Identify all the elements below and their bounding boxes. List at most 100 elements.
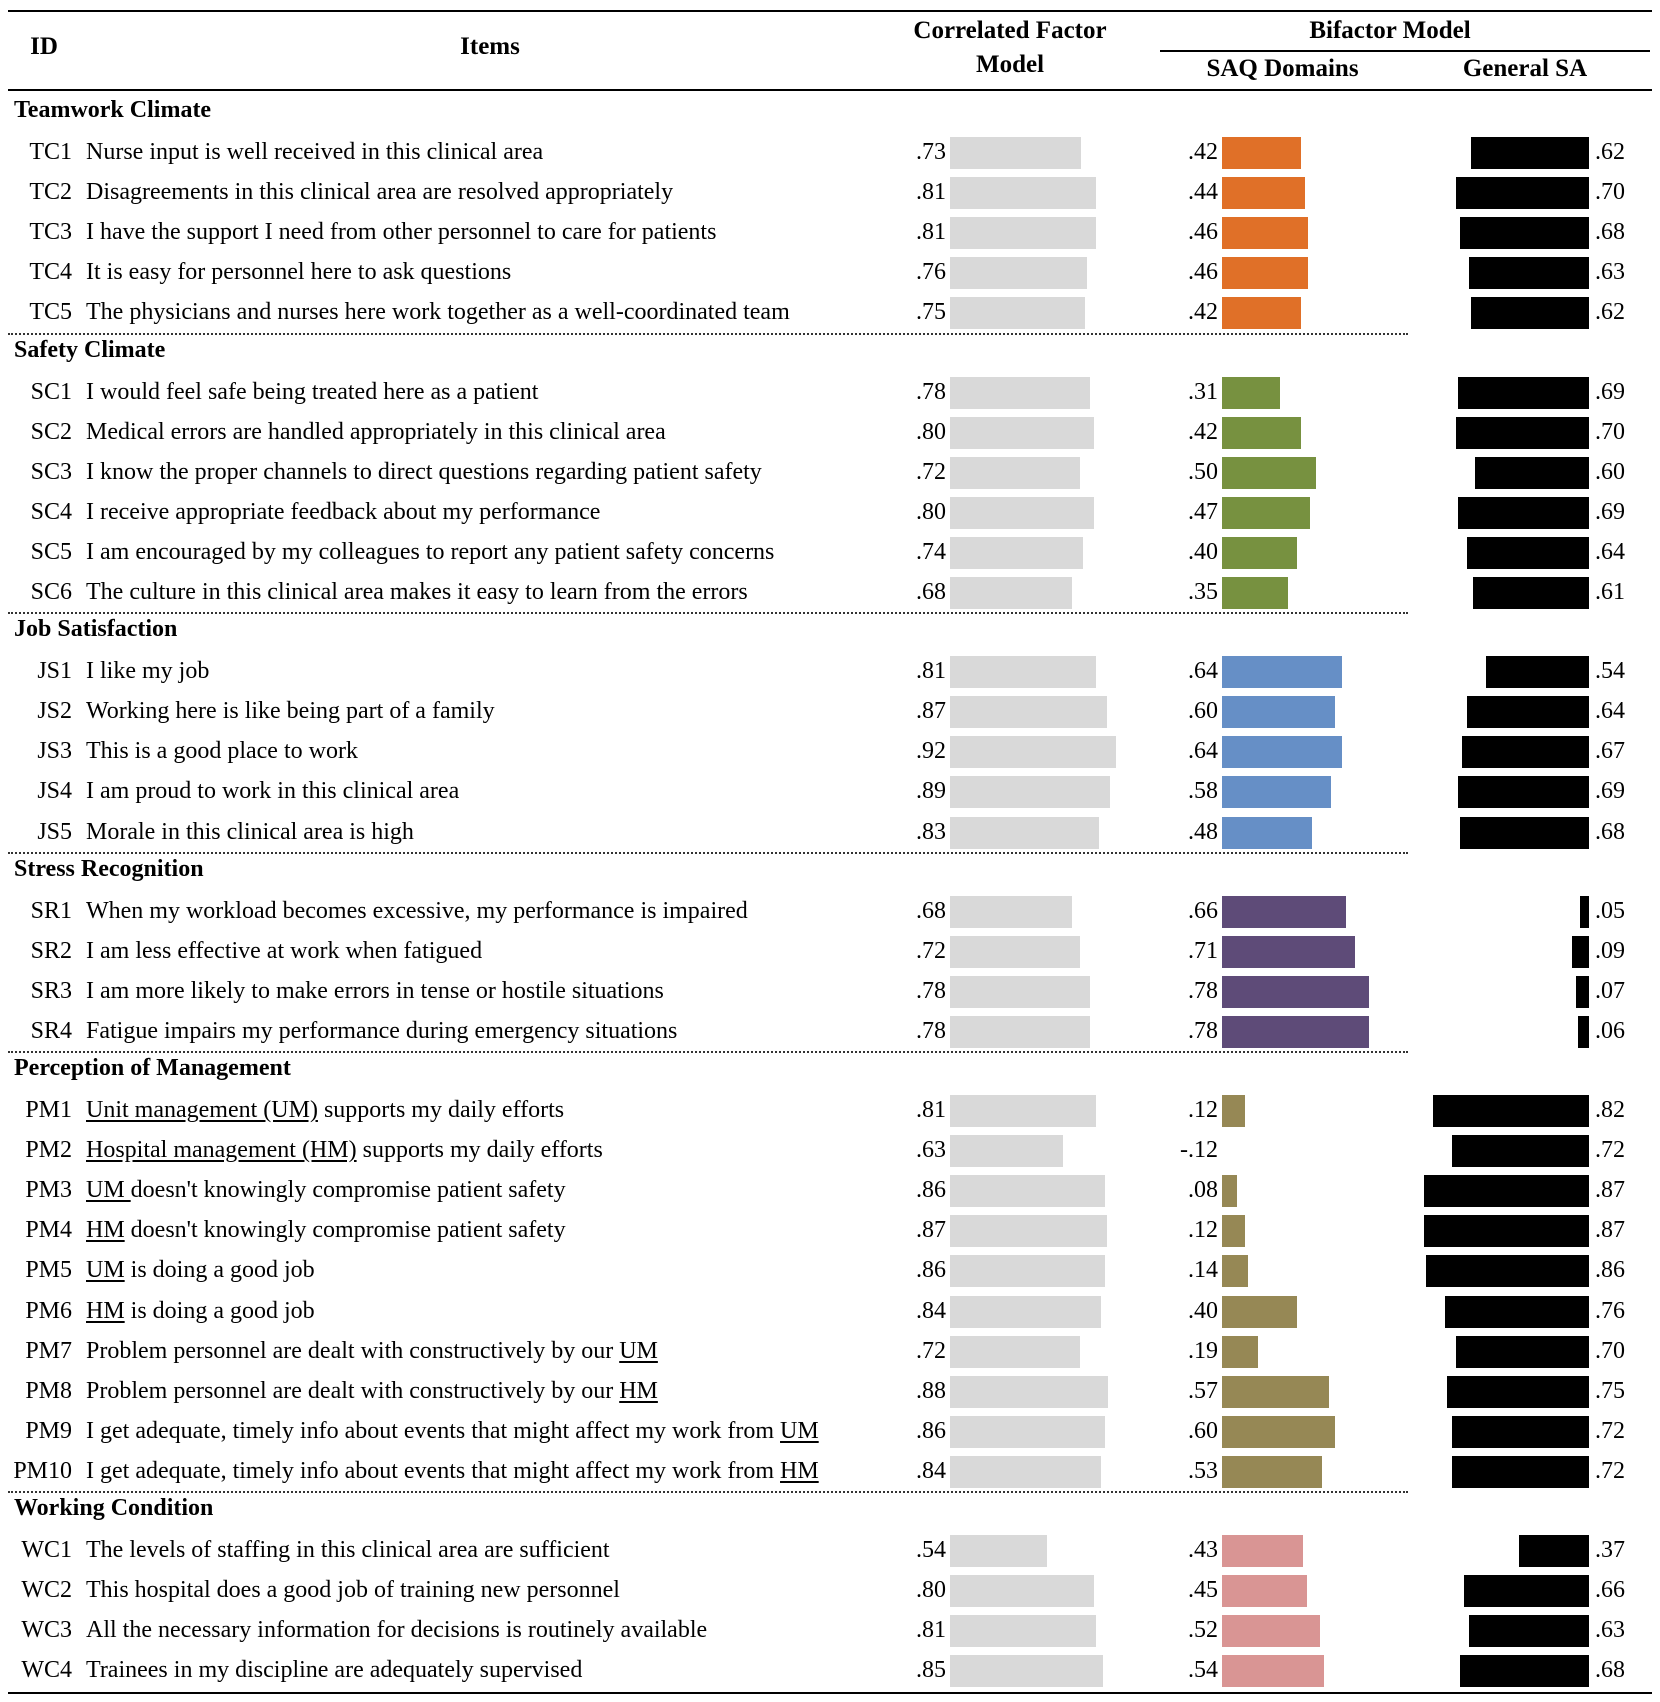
general-bar xyxy=(1452,1135,1589,1168)
item-id: SC6 xyxy=(30,579,72,605)
item-id: PM10 xyxy=(13,1457,72,1484)
general-value-label: .75 xyxy=(1595,1377,1625,1404)
cf-bar xyxy=(950,776,1111,809)
general-bar xyxy=(1459,816,1589,849)
general-value-label: .62 xyxy=(1595,299,1625,326)
header-general: General SA xyxy=(1462,55,1588,82)
saq-value-label: .58 xyxy=(1188,778,1218,805)
cf-value-label: .81 xyxy=(916,179,946,206)
cf-value-label: .74 xyxy=(916,538,946,565)
table-row: SC6 The culture in this clinical area mak… xyxy=(0,572,1660,612)
table-row: SR3 I am more likely to make errors in te… xyxy=(0,971,1660,1011)
cf-bar xyxy=(950,1455,1102,1488)
saq-value-label: .54 xyxy=(1188,1657,1218,1684)
item-id: PM5 xyxy=(25,1257,72,1284)
cf-bar xyxy=(950,577,1073,609)
cf-value-label: .86 xyxy=(916,1177,946,1204)
table-row: JS4 I am proud to work in this clinical a… xyxy=(0,771,1660,811)
saq-value-label: .19 xyxy=(1188,1337,1218,1364)
item-text: I am proud to work in this clinical area xyxy=(86,778,460,805)
cf-value-label: .81 xyxy=(916,1617,946,1644)
general-value-label: .68 xyxy=(1595,1657,1625,1684)
saq-bar xyxy=(1222,137,1301,169)
general-value-label: .63 xyxy=(1595,259,1625,286)
item-id: SR3 xyxy=(30,977,72,1004)
section-divider xyxy=(8,851,1408,854)
general-bar xyxy=(1475,456,1589,489)
table-row: WC3 All the necessary information for dec… xyxy=(0,1610,1660,1650)
item-text: All the necessary information for decisi… xyxy=(86,1617,708,1644)
cf-bar xyxy=(950,496,1094,529)
item-text: The levels of staffing in this clinical … xyxy=(86,1537,610,1563)
section-divider xyxy=(8,332,1408,335)
item-text: Working here is like being part of a fam… xyxy=(86,698,495,725)
table-row: PM1 Unit management (UM) supports my dail… xyxy=(0,1090,1660,1130)
item-id: PM1 xyxy=(25,1097,72,1123)
general-bar xyxy=(1469,1615,1589,1648)
saq-bar xyxy=(1222,736,1343,769)
saq-value-label: .43 xyxy=(1188,1537,1218,1563)
cf-value-label: .87 xyxy=(916,698,946,725)
table-row: TC1 Nurse input is well received in this … xyxy=(0,132,1660,172)
item-text: Nurse input is well received in this cli… xyxy=(86,139,544,165)
cf-value-label: .81 xyxy=(916,1097,946,1123)
item-text: Unit management (UM) supports my daily e… xyxy=(86,1097,565,1123)
cf-bar xyxy=(950,376,1091,409)
section-divider xyxy=(8,612,1408,615)
table-row: JS2 Working here is like being part of a … xyxy=(0,691,1660,731)
item-text: Medical errors are handled appropriately… xyxy=(86,418,666,445)
item-id: WC1 xyxy=(21,1537,72,1563)
saq-bar xyxy=(1222,536,1298,569)
cf-value-label: .75 xyxy=(916,299,946,326)
item-text: HM is doing a good job xyxy=(86,1297,315,1324)
saq-value-label: .53 xyxy=(1188,1457,1218,1484)
saq-bar xyxy=(1222,816,1313,849)
item-id: SC3 xyxy=(30,458,72,485)
saq-bar xyxy=(1222,776,1332,809)
table-row: JS5 Morale in this clinical area is high.… xyxy=(0,812,1660,852)
item-text: Fatigue impairs my performance during em… xyxy=(86,1017,678,1044)
saq-bar xyxy=(1222,1535,1303,1567)
general-bar xyxy=(1463,1575,1589,1608)
saq-bar xyxy=(1222,217,1309,250)
saq-value-label: .71 xyxy=(1188,937,1218,964)
saq-value-label: .14 xyxy=(1188,1257,1218,1284)
general-bar xyxy=(1577,1015,1589,1048)
general-value-label: .54 xyxy=(1595,658,1625,685)
table-row: SC4 I receive appropriate feedback about … xyxy=(0,492,1660,532)
saq-value-label: .78 xyxy=(1188,977,1218,1004)
header-bifactor: Bifactor Model xyxy=(1309,17,1471,44)
item-id: TC3 xyxy=(29,219,72,246)
saq-bar xyxy=(1222,577,1288,609)
saq-value-label: .44 xyxy=(1188,179,1218,206)
cf-bar xyxy=(950,1295,1102,1328)
saq-value-label: .78 xyxy=(1188,1017,1218,1044)
section-divider xyxy=(8,1491,1408,1493)
saq-bar xyxy=(1222,895,1347,928)
general-value-label: .63 xyxy=(1595,1617,1625,1644)
item-id: JS1 xyxy=(37,658,72,685)
table-row: PM9 I get adequate, timely info about eve… xyxy=(0,1411,1660,1451)
saq-value-label: .50 xyxy=(1188,458,1218,485)
cf-bar xyxy=(950,137,1082,169)
cf-bar xyxy=(950,257,1087,290)
general-value-label: .72 xyxy=(1595,1137,1625,1164)
general-value-label: .64 xyxy=(1595,538,1625,565)
cf-value-label: .78 xyxy=(916,378,946,405)
cf-bar xyxy=(950,1575,1094,1608)
table-row: PM5 UM is doing a good job .86 .14 .86 xyxy=(0,1250,1660,1290)
saq-value-label: .60 xyxy=(1188,1417,1218,1444)
saq-value-label: .40 xyxy=(1188,538,1218,565)
item-id: SC2 xyxy=(30,418,72,445)
general-bar xyxy=(1457,496,1589,529)
cf-value-label: .78 xyxy=(916,1017,946,1044)
saq-bar xyxy=(1222,656,1343,689)
cf-value-label: .63 xyxy=(916,1137,946,1164)
general-value-label: .06 xyxy=(1595,1017,1625,1044)
item-id: SR2 xyxy=(30,937,72,964)
general-bar xyxy=(1423,1175,1589,1208)
general-value-label: .61 xyxy=(1595,579,1625,605)
table-row: SR1 When my workload becomes excessive, m… xyxy=(0,891,1660,931)
cf-bar xyxy=(950,1175,1105,1208)
general-value-label: .87 xyxy=(1595,1217,1625,1244)
